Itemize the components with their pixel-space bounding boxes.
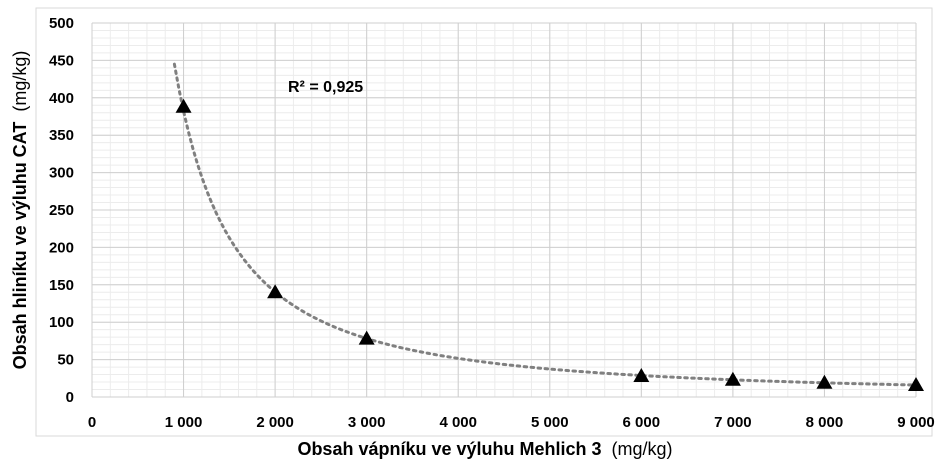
trendline (172, 62, 918, 387)
r-squared-annotation: R² = 0,925 (288, 79, 363, 96)
y-axis-title: Obsah hliníku ve výluhu CAT (mg/kg) (10, 51, 30, 370)
x-tick-label: 7 000 (714, 414, 752, 431)
y-tick-label: 400 (49, 90, 74, 107)
y-tick-label: 250 (49, 202, 74, 219)
y-tick-label: 450 (49, 52, 74, 69)
y-axis-label: Obsah hliníku ve výluhu CAT (10, 122, 30, 370)
y-tick-label: 150 (49, 277, 74, 294)
y-tick-label: 300 (49, 165, 74, 182)
x-tick-label: 2 000 (256, 414, 294, 431)
x-tick-label: 9 000 (897, 414, 935, 431)
y-axis-unit: (mg/kg) (10, 51, 30, 112)
x-tick-label: 4 000 (439, 414, 477, 431)
x-axis-title: Obsah vápníku ve výluhu Mehlich 3 (mg/kg… (297, 439, 672, 459)
x-tick-label: 0 (88, 414, 96, 431)
x-tick-label: 1 000 (165, 414, 203, 431)
x-tick-label: 8 000 (806, 414, 844, 431)
data-point-triangle (358, 330, 375, 345)
major-gridlines (91, 22, 917, 398)
y-tick-label: 50 (57, 352, 74, 369)
x-axis-unit: (mg/kg) (612, 439, 673, 459)
data-point-triangle (908, 377, 924, 392)
data-points (175, 98, 924, 392)
y-tick-label: 500 (49, 15, 74, 32)
data-point-triangle (267, 284, 284, 299)
y-axis-ticks: 0 50 100 150 200 250 300 350 400 450 500 (49, 15, 74, 406)
data-point-triangle (816, 374, 833, 389)
data-point-triangle (175, 98, 192, 113)
x-tick-label: 6 000 (623, 414, 661, 431)
x-axis-label: Obsah vápníku ve výluhu Mehlich 3 (297, 439, 601, 459)
y-tick-label: 200 (49, 239, 74, 256)
y-tick-label: 350 (49, 127, 74, 144)
data-point-triangle (633, 368, 650, 383)
x-tick-label: 5 000 (531, 414, 569, 431)
data-point-triangle (724, 371, 741, 386)
chart-border (35, 7, 933, 437)
y-tick-label: 0 (66, 389, 74, 406)
x-tick-label: 3 000 (348, 414, 386, 431)
y-tick-label: 100 (49, 314, 74, 331)
x-axis-ticks: 0 1 000 2 000 3 000 4 000 5 000 6 000 7 000 8 00… (88, 414, 935, 431)
